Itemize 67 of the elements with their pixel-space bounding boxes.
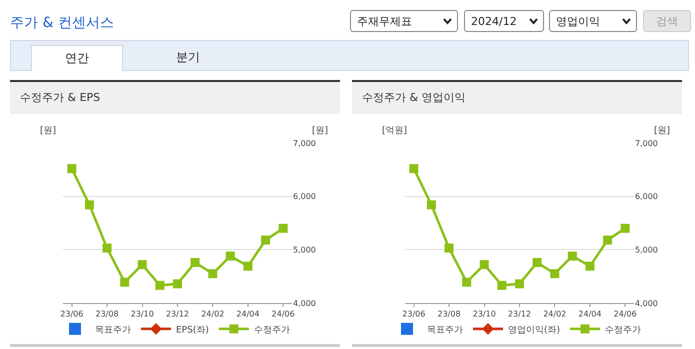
y2-tick-label: 5,000: [634, 245, 658, 254]
point: [208, 269, 218, 278]
point: [190, 258, 200, 267]
text: 검색: [643, 10, 691, 32]
x-tick-label: 23/06: [60, 310, 84, 319]
point: [155, 280, 164, 290]
point: [532, 258, 542, 267]
x-tick-label: 24/06: [272, 310, 295, 319]
y2-tick-label: 6,000: [634, 192, 658, 202]
point: [226, 252, 235, 261]
x-tick-label: 24/02: [201, 310, 224, 319]
chart-title: 수정주가 & EPS: [10, 82, 340, 114]
point: [603, 236, 612, 245]
text: 2024/12: [464, 10, 544, 32]
y2-tick-label: 4,000: [634, 298, 658, 308]
point: [172, 279, 182, 288]
y2-tick-label: 6,000: [292, 192, 316, 202]
y2-axis-title: [원]: [312, 126, 328, 136]
x-tick-label: 23/10: [130, 310, 154, 319]
text: 주재무제표: [350, 10, 458, 32]
text: 연간: [31, 45, 123, 71]
legend-label: 영업이익(좌): [508, 325, 560, 336]
point: [480, 260, 489, 270]
chart-title: 수정주가 & 영업이익: [352, 82, 682, 114]
text: 분기: [175, 49, 201, 66]
point: [84, 200, 94, 210]
legend-label: 수정주가: [254, 325, 290, 336]
y-axis-title: [억원]: [382, 126, 408, 136]
x-tick-label: 23/12: [508, 310, 532, 319]
point: [120, 278, 130, 287]
x-tick-label: 24/04: [236, 310, 260, 319]
y2-tick-label: 5,000: [292, 245, 316, 254]
point: [243, 262, 252, 271]
x-tick-label: 24/06: [614, 310, 637, 319]
point: [550, 269, 560, 278]
point: [620, 224, 630, 233]
point: [409, 164, 418, 174]
point: [138, 260, 147, 270]
y2-tick-label: 7,000: [634, 138, 658, 148]
point: [497, 280, 506, 290]
point: [444, 244, 454, 253]
text: 영업이익: [549, 10, 637, 32]
y2-tick-label: 4,000: [292, 298, 316, 308]
point: [462, 278, 472, 287]
text: 주가 & 컨센서스: [10, 14, 114, 32]
point: [278, 224, 288, 233]
point: [426, 200, 436, 210]
point: [514, 279, 524, 288]
x-tick-label: 24/04: [578, 310, 602, 319]
point: [585, 262, 594, 271]
x-tick-label: 23/08: [438, 310, 461, 319]
legend-label: EPS(좌): [176, 325, 209, 336]
legend-label: 수정주가: [605, 325, 642, 336]
legend-label: 목표주가: [95, 325, 131, 336]
y2-axis-title: [원]: [654, 126, 670, 136]
y2-tick-label: 7,000: [292, 138, 316, 148]
point: [102, 244, 112, 253]
legend-label: 목표주가: [427, 325, 463, 336]
point: [261, 236, 270, 245]
y-axis-title: [원]: [40, 126, 56, 136]
point: [568, 252, 577, 261]
point: [67, 164, 76, 174]
x-tick-label: 23/12: [166, 310, 190, 319]
x-tick-label: 23/10: [472, 310, 496, 319]
x-tick-label: 23/08: [96, 310, 119, 319]
x-tick-label: 23/06: [402, 310, 426, 319]
x-tick-label: 24/02: [543, 310, 566, 319]
